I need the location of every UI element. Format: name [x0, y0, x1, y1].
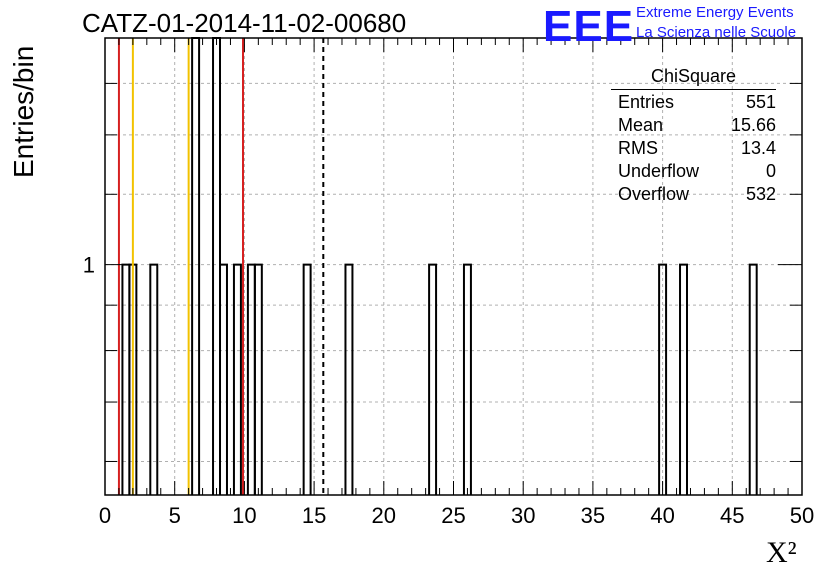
histogram-bin [191, 37, 201, 495]
stats-value: 15.66 [730, 115, 776, 135]
stats-row-rms: RMS 13.4 [611, 137, 776, 160]
stats-label: Overflow [618, 184, 690, 204]
histogram-bin [302, 263, 312, 495]
x-tick-label: 45 [720, 503, 744, 528]
histogram-bin [462, 263, 472, 495]
stats-label: Underflow [618, 161, 700, 181]
stats-value: 13.4 [740, 138, 776, 158]
x-tick-label: 35 [581, 503, 605, 528]
stats-title: ChiSquare [611, 66, 776, 90]
histogram-bin [121, 263, 131, 495]
stats-row-entries: Entries 551 [611, 91, 776, 114]
histogram-bin [219, 263, 228, 495]
grid-lines [105, 38, 802, 495]
x-tick-label: 20 [372, 503, 396, 528]
axes: 0 5 10 15 20 25 30 35 40 45 50 1 [83, 37, 814, 528]
histogram-bin [253, 263, 263, 495]
stats-box: ChiSquare Entries 551 Mean 15.66 RMS 13.… [611, 66, 776, 206]
histogram-bin [149, 263, 159, 495]
x-tick-label: 25 [441, 503, 465, 528]
x-tick-label: 0 [99, 503, 111, 528]
x-tick-label: 40 [650, 503, 674, 528]
histogram-bin [232, 263, 242, 495]
stats-row-underflow: Underflow 0 [611, 160, 776, 183]
histogram-marks [117, 37, 758, 495]
histogram-bin [212, 37, 222, 495]
stats-label: Mean [618, 115, 664, 135]
stats-value: 532 [745, 184, 776, 204]
eee-logo: EEE [543, 2, 635, 51]
stats-label: RMS [618, 138, 658, 158]
stats-value: 0 [765, 161, 776, 181]
x-tick-label: 5 [169, 503, 181, 528]
x-tick-label: 30 [511, 503, 535, 528]
x-tick-label: 50 [790, 503, 814, 528]
stats-label: Entries [618, 92, 675, 112]
histogram-bin [344, 263, 354, 495]
stats-row-overflow: Overflow 532 [611, 183, 776, 206]
logo-subtitle-line2: La Scienza nelle Scuole [636, 24, 797, 41]
histogram-bin [658, 263, 668, 495]
y-tick-label: 1 [83, 253, 95, 278]
histogram-bin [748, 263, 758, 495]
logo-subtitle-line1: Extreme Energy Events [636, 4, 794, 21]
histogram-bin [428, 263, 438, 495]
histogram-bin [246, 263, 256, 495]
chart-title: CATZ-01-2014-11-02-00680 [82, 8, 407, 38]
x-axis-label: X² [766, 536, 797, 569]
x-tick-label: 10 [232, 503, 256, 528]
stats-row-mean: Mean 15.66 [611, 114, 776, 137]
y-axis-label: Entries/bin [8, 45, 39, 178]
x-tick-label: 15 [302, 503, 326, 528]
stats-value: 551 [745, 92, 776, 112]
histogram-bin [679, 263, 688, 495]
